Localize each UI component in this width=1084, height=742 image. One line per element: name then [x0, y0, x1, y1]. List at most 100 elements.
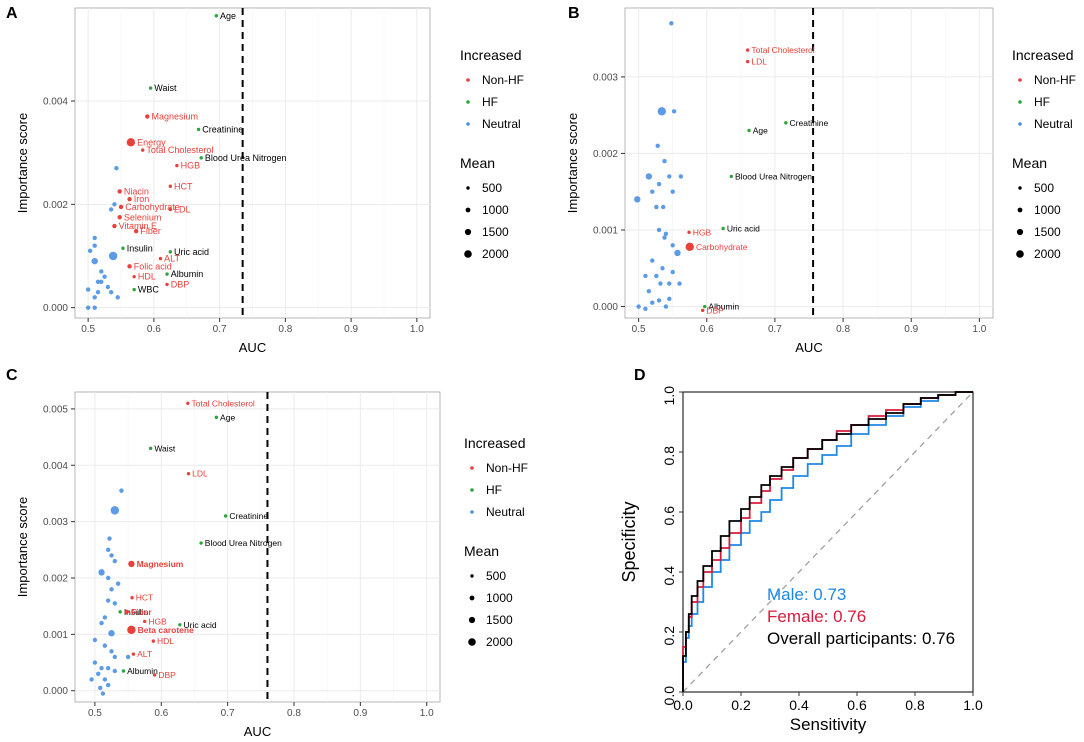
neutral-point — [105, 284, 111, 290]
feature-point — [121, 246, 125, 250]
neutral-point — [662, 235, 667, 240]
feature-label: Waist — [154, 443, 176, 453]
legend-color-key — [470, 510, 474, 514]
legend-size-label: 1500 — [482, 225, 509, 239]
feature-point — [687, 230, 691, 234]
neutral-point — [656, 227, 662, 233]
feature-point — [700, 308, 705, 313]
y-axis-title: Specificity — [619, 501, 639, 582]
y-tick-label: 0.0 — [661, 686, 677, 706]
neutral-point — [663, 304, 669, 309]
x-tick-label: 1.0 — [972, 324, 986, 335]
legend-color-label: Non-HF — [1034, 73, 1076, 87]
feature-point — [178, 623, 182, 627]
feature-label: DBP — [171, 279, 190, 289]
neutral-point — [654, 204, 659, 210]
legend-color-label: Non-HF — [482, 73, 524, 87]
y-tick-label: 0.6 — [661, 506, 677, 526]
auc-annotation: Female: 0.76 — [767, 607, 866, 626]
neutral-point — [660, 204, 666, 210]
auc-annotation: Male: 0.73 — [767, 585, 846, 604]
x-tick-label: 0.9 — [344, 324, 358, 335]
neutral-point — [92, 295, 97, 300]
legend-size-key — [468, 638, 476, 646]
feature-label: Beta carotene — [138, 625, 194, 635]
feature-label: Magnesium — [137, 559, 184, 569]
feature-point — [165, 272, 169, 276]
feature-label: ALT — [137, 649, 152, 659]
plot-panel — [74, 391, 441, 703]
legend-color-title: Increased — [464, 435, 525, 451]
legend-size-key — [1016, 228, 1024, 236]
y-tick-label: 0.004 — [43, 97, 68, 108]
legend-size-key — [464, 250, 472, 258]
legend-size-label: 500 — [482, 181, 502, 195]
neutral-point — [114, 165, 119, 171]
feature-point — [168, 250, 173, 254]
neutral-point — [115, 295, 120, 300]
plot-frame — [682, 391, 974, 693]
neutral-point — [656, 181, 662, 187]
legend-color-label: Neutral — [482, 117, 521, 131]
x-tick-label: 0.9 — [353, 708, 367, 719]
x-tick-label: 0.5 — [632, 324, 646, 335]
neutral-point — [105, 598, 111, 603]
feature-point — [199, 541, 203, 545]
feature-point — [151, 639, 156, 643]
panel-letter: A — [6, 5, 18, 22]
feature-point — [124, 609, 129, 615]
neutral-point — [105, 575, 111, 581]
y-tick-label: 0.003 — [43, 517, 68, 528]
feature-point — [112, 223, 117, 229]
legend-size-title: Mean — [1012, 155, 1047, 171]
legend-color-label: Neutral — [486, 505, 525, 519]
neutral-point — [99, 665, 104, 671]
feature-label: HCT — [174, 181, 193, 191]
neutral-point — [119, 488, 124, 493]
feature-label: Blood Urea Nitrogen — [205, 538, 282, 548]
feature-label: Iron — [134, 194, 150, 204]
feature-point — [131, 652, 136, 656]
feature-point — [223, 514, 228, 518]
neutral-point — [669, 21, 674, 26]
panel-d: D 0.0 0.2 0.4 0.6 0.8 1.0 0.0 0.2 0.4 0.6 0.8 1.0 Sen… — [619, 367, 983, 734]
feature-label: Creatinine — [229, 511, 268, 521]
y-tick-label: 0.000 — [43, 686, 68, 697]
feature-label: Albumin — [171, 269, 204, 279]
neutral-point — [108, 630, 115, 637]
x-tick-label: 0.5 — [88, 708, 102, 719]
feature-point — [121, 669, 126, 673]
neutral-point — [663, 231, 669, 237]
neutral-point — [670, 269, 675, 275]
legend-color-key — [470, 488, 474, 492]
neutral-point — [112, 668, 118, 674]
neutral-point — [92, 235, 97, 241]
neutral-point — [667, 296, 672, 302]
feature-point — [784, 121, 788, 125]
feature-point — [196, 127, 201, 132]
neutral-point — [671, 109, 677, 114]
feature-label: LDL — [751, 57, 767, 67]
feature-label: Age — [753, 125, 768, 135]
feature-point — [118, 204, 124, 210]
feature-point — [745, 59, 750, 64]
neutral-point — [650, 189, 655, 194]
feature-point — [158, 256, 163, 261]
neutral-point — [636, 304, 641, 309]
neutral-point — [109, 649, 114, 654]
neutral-point — [110, 506, 120, 515]
feature-label: Waist — [154, 83, 177, 93]
neutral-point — [654, 273, 659, 279]
feature-label: Folic acid — [134, 261, 172, 271]
neutral-point — [112, 601, 118, 606]
legend-size-key — [470, 574, 474, 578]
feature-point — [186, 472, 191, 476]
feature-point — [128, 560, 135, 568]
legend-color-label: Neutral — [1034, 117, 1073, 131]
neutral-point — [102, 677, 108, 682]
x-tick-label: 0.8 — [287, 708, 301, 719]
feature-label: Total Cholesterol — [751, 45, 814, 55]
neutral-point — [125, 654, 131, 660]
x-tick-label: 0.0 — [673, 697, 693, 713]
neutral-point — [115, 581, 121, 586]
